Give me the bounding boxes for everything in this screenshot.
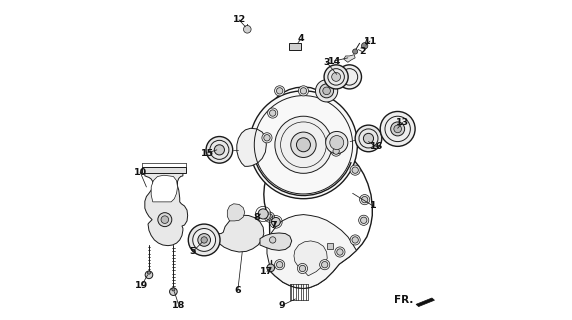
Circle shape [352, 49, 358, 54]
Circle shape [394, 125, 402, 133]
Circle shape [188, 224, 220, 256]
Circle shape [268, 235, 278, 245]
Text: 7: 7 [271, 221, 277, 230]
Circle shape [335, 247, 345, 257]
Text: 10: 10 [133, 168, 146, 177]
Circle shape [320, 260, 330, 270]
Circle shape [333, 148, 339, 154]
Circle shape [193, 228, 216, 252]
Circle shape [300, 88, 307, 94]
Circle shape [275, 260, 285, 270]
Polygon shape [142, 167, 186, 173]
Circle shape [297, 263, 308, 274]
Polygon shape [294, 241, 327, 276]
Polygon shape [212, 215, 264, 252]
Polygon shape [151, 175, 177, 202]
Circle shape [198, 234, 210, 246]
Circle shape [352, 237, 358, 243]
Polygon shape [227, 204, 245, 221]
Circle shape [320, 84, 333, 98]
Circle shape [258, 209, 268, 219]
Circle shape [359, 215, 369, 225]
Polygon shape [289, 43, 301, 50]
Circle shape [391, 122, 404, 136]
Circle shape [264, 212, 275, 222]
Text: 6: 6 [235, 286, 241, 295]
Circle shape [352, 167, 358, 173]
Circle shape [330, 136, 344, 149]
Circle shape [275, 116, 332, 173]
Text: 17: 17 [260, 267, 273, 276]
Circle shape [332, 72, 340, 81]
Circle shape [362, 196, 368, 203]
Circle shape [276, 261, 283, 268]
Circle shape [380, 111, 415, 146]
Text: 9: 9 [279, 301, 285, 310]
Circle shape [350, 235, 360, 245]
Text: 11: 11 [363, 36, 377, 45]
Text: 1: 1 [370, 202, 376, 211]
Text: 18: 18 [172, 301, 185, 310]
Circle shape [172, 288, 175, 291]
Polygon shape [237, 128, 267, 166]
Circle shape [276, 88, 283, 94]
Circle shape [206, 137, 233, 163]
Text: 2: 2 [359, 47, 366, 56]
Polygon shape [264, 87, 372, 288]
Circle shape [275, 86, 285, 96]
Circle shape [355, 125, 382, 152]
Text: 19: 19 [135, 281, 148, 290]
Circle shape [321, 261, 328, 268]
Circle shape [244, 26, 251, 33]
Text: 4: 4 [298, 34, 304, 43]
Text: 14: 14 [328, 57, 341, 66]
Text: 3: 3 [323, 58, 330, 67]
Circle shape [363, 133, 374, 143]
Circle shape [350, 165, 360, 175]
Circle shape [262, 133, 272, 143]
Circle shape [360, 195, 370, 205]
Circle shape [360, 217, 367, 223]
Circle shape [267, 214, 273, 220]
Circle shape [214, 145, 224, 155]
Circle shape [148, 271, 150, 274]
Circle shape [316, 80, 337, 102]
Circle shape [269, 237, 276, 243]
Polygon shape [327, 243, 333, 250]
Polygon shape [416, 298, 435, 307]
Text: 12: 12 [232, 15, 246, 24]
Circle shape [158, 213, 172, 227]
Circle shape [249, 91, 358, 199]
Circle shape [296, 138, 311, 152]
Text: FR.: FR. [394, 295, 414, 305]
Circle shape [325, 132, 348, 154]
Circle shape [268, 108, 278, 118]
Circle shape [299, 265, 305, 272]
Text: 16: 16 [370, 142, 383, 151]
Circle shape [331, 146, 341, 156]
Polygon shape [260, 233, 292, 251]
Polygon shape [344, 55, 355, 62]
Circle shape [299, 86, 308, 96]
Text: 13: 13 [396, 118, 410, 127]
Circle shape [161, 216, 169, 223]
Text: 15: 15 [201, 148, 214, 157]
Circle shape [362, 43, 368, 49]
Circle shape [337, 249, 343, 255]
Polygon shape [267, 215, 356, 288]
Circle shape [267, 264, 275, 272]
Circle shape [337, 65, 362, 89]
Circle shape [145, 271, 153, 279]
Circle shape [264, 135, 270, 141]
Circle shape [271, 217, 280, 226]
Text: 5: 5 [189, 247, 196, 257]
Circle shape [323, 87, 331, 95]
Circle shape [169, 288, 177, 295]
Circle shape [269, 110, 276, 116]
Polygon shape [145, 171, 188, 246]
Text: 8: 8 [253, 213, 260, 222]
Circle shape [201, 237, 207, 243]
Circle shape [324, 65, 348, 89]
Circle shape [291, 132, 316, 157]
